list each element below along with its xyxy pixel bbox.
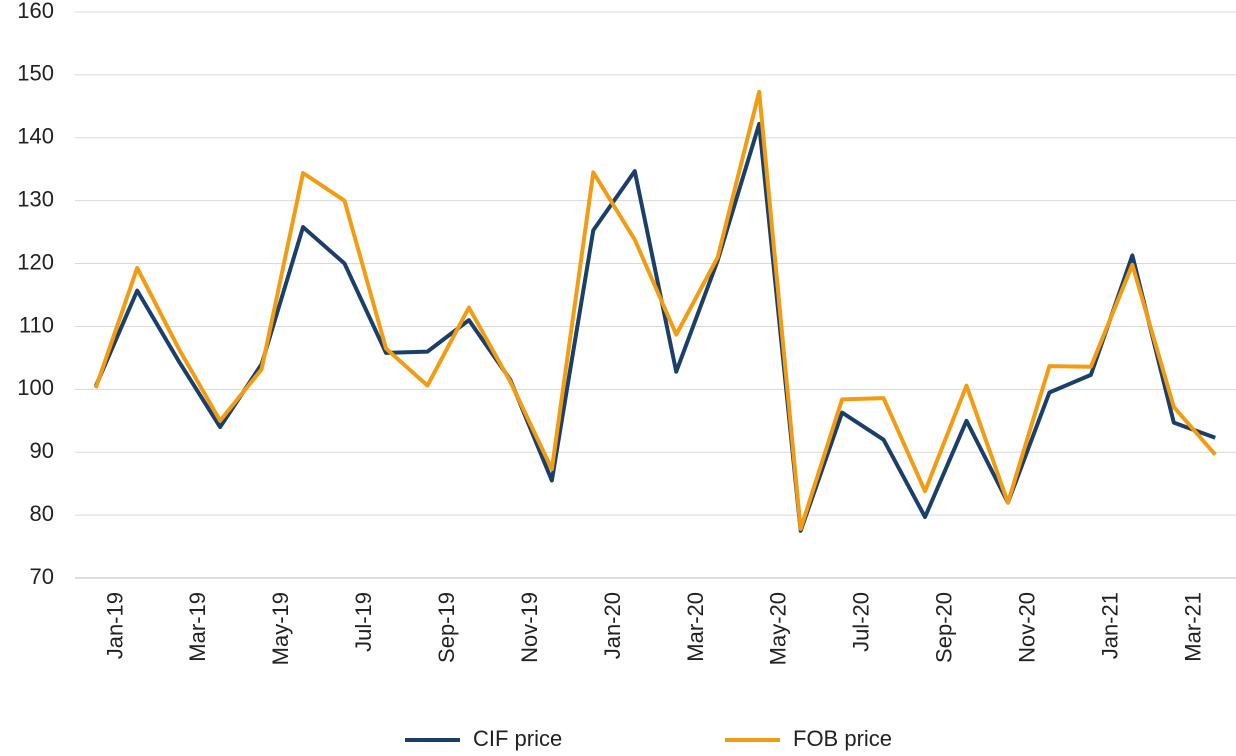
y-tick-label: 120	[17, 249, 54, 274]
legend-item: FOB price	[725, 726, 892, 751]
legend-label: CIF price	[473, 726, 562, 751]
legend-item: CIF price	[405, 726, 562, 751]
legend-label: FOB price	[793, 726, 892, 751]
x-tick-label: Nov-20	[1014, 592, 1039, 663]
series-line	[93, 121, 1216, 533]
x-tick-label: Jul-19	[351, 592, 376, 652]
x-tick-label: May-20	[766, 592, 791, 665]
y-tick-label: 90	[30, 438, 54, 463]
x-tick-label: Mar-20	[683, 592, 708, 662]
y-tick-label: 70	[30, 564, 54, 589]
x-tick-label: Mar-21	[1180, 592, 1205, 662]
y-tick-label: 160	[17, 0, 54, 23]
y-tick-label: 80	[30, 501, 54, 526]
x-tick-label: Sep-19	[434, 592, 459, 663]
x-tick-label: Mar-19	[185, 592, 210, 662]
x-tick-label: Jan-20	[600, 592, 625, 659]
y-tick-label: 140	[17, 124, 54, 149]
x-tick-label: Sep-20	[932, 592, 957, 663]
y-tick-label: 150	[17, 61, 54, 86]
y-tick-label: 100	[17, 375, 54, 400]
x-tick-label: Jan-19	[102, 592, 127, 659]
y-tick-label: 110	[19, 312, 54, 337]
x-tick-label: Jan-21	[1097, 592, 1122, 659]
x-tick-label: May-19	[268, 592, 293, 665]
x-tick-label: Jul-20	[849, 592, 874, 652]
x-tick-label: Nov-19	[517, 592, 542, 663]
y-tick-label: 130	[17, 186, 54, 211]
series-line	[93, 89, 1217, 531]
